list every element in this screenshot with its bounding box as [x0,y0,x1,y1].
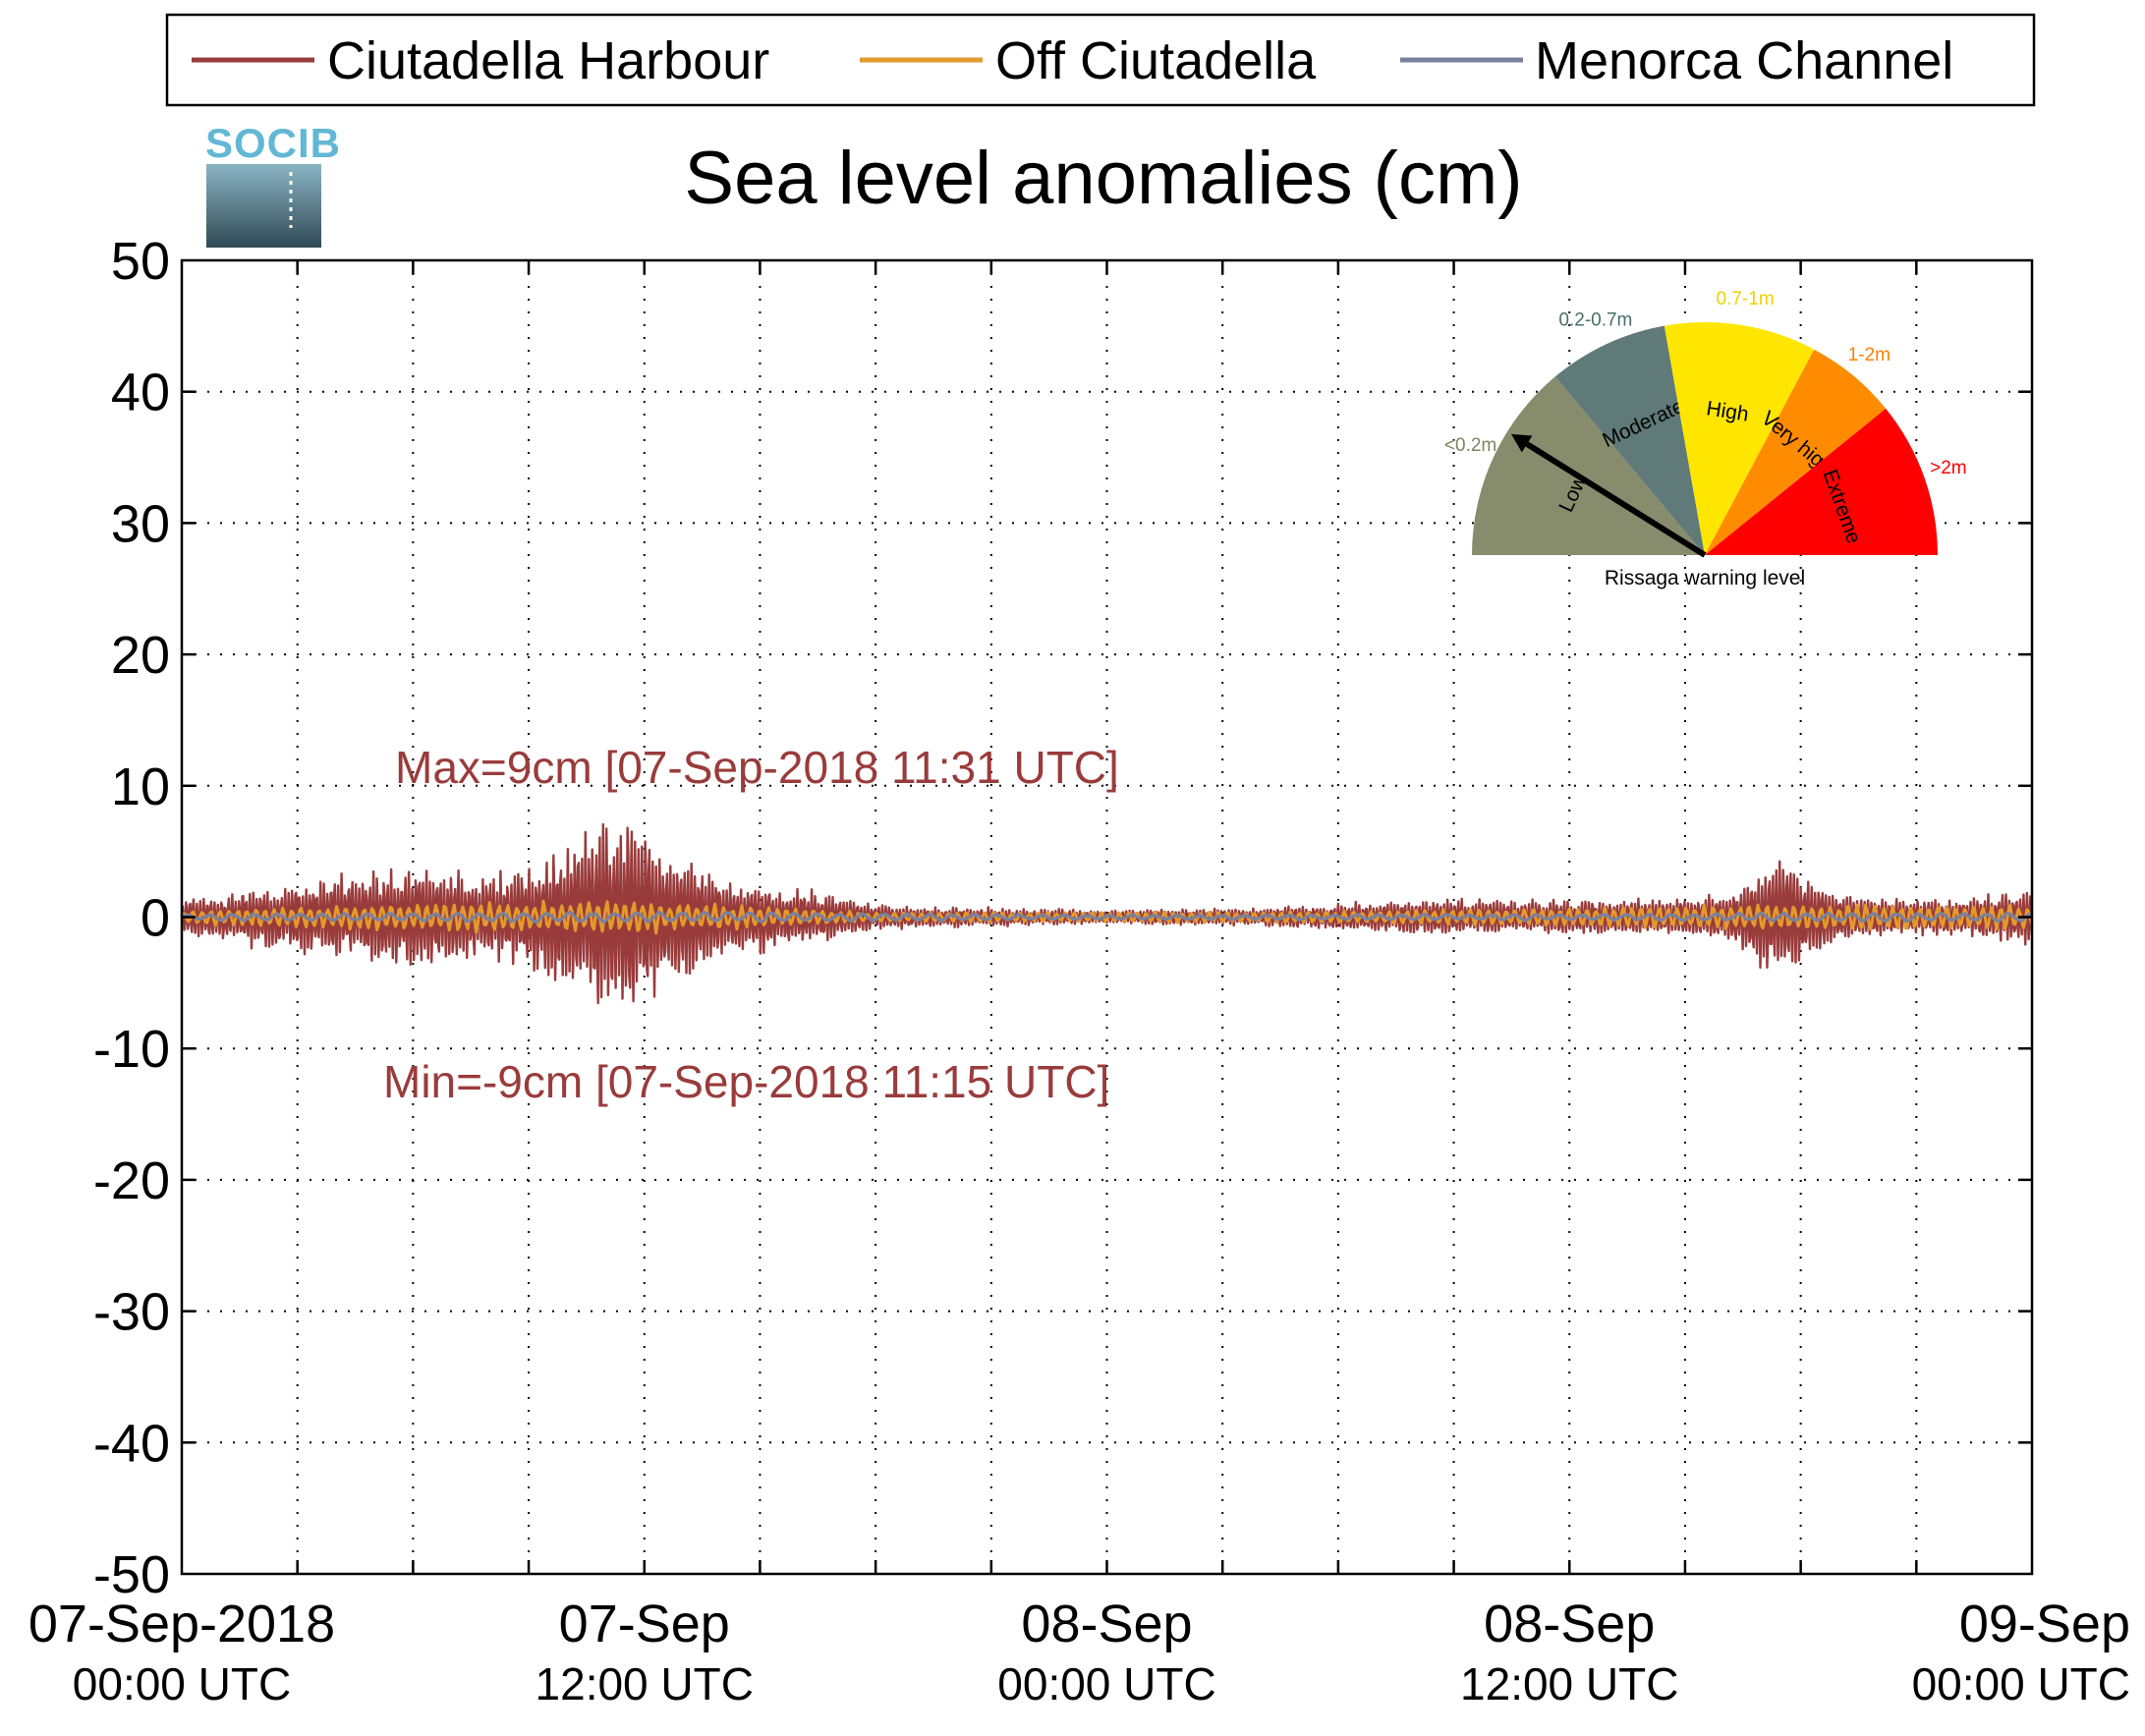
y-tick-label: 50 [111,232,170,291]
y-tick-label: 0 [141,889,170,948]
y-tick-labels: 50 40 30 20 10 0 -10 -20 -30 -40 -50 [93,232,170,1604]
x-tick-sublabel: 12:00 UTC [1460,1658,1678,1709]
min-annotation: Min=-9cm [07-Sep-2018 11:15 UTC] [383,1056,1109,1107]
legend-label-ciutadella-harbour: Ciutadella Harbour [327,31,769,90]
y-tick-label: 20 [111,626,170,685]
ticks [182,260,2032,1574]
x-tick-label: 08-Sep [1484,1595,1655,1653]
y-tick-label: -30 [93,1283,170,1342]
max-annotation: Max=9cm [07-Sep-2018 11:31 UTC] [395,742,1119,793]
x-tick-label: 08-Sep [1021,1595,1192,1653]
y-tick-label: -10 [93,1020,170,1079]
x-tick-sublabel: 12:00 UTC [536,1658,754,1709]
chart-title: Sea level anomalies (cm) [684,137,1522,220]
legend-label-off-ciutadella: Off Ciutadella [995,31,1317,90]
series-line-off-ciutadella [180,899,2034,935]
x-tick-sublabel: 00:00 UTC [73,1658,291,1709]
gauge-range-label: 0.2-0.7m [1558,310,1632,331]
y-tick-label: -40 [93,1414,170,1473]
series-layer [180,822,2034,1005]
legend-item-ciutadella-harbour: Ciutadella Harbour [192,31,769,90]
socib-logo-block [206,164,321,248]
y-tick-label: 40 [111,364,170,422]
y-tick-label: 10 [111,757,170,816]
x-tick-sublabel: 00:00 UTC [997,1658,1215,1709]
socib-logo: SOCIB [205,120,341,248]
socib-logo-text: SOCIB [205,120,341,166]
legend-item-off-ciutadella: Off Ciutadella [860,31,1317,90]
gauge-segment-very-high [1705,349,1887,555]
y-tick-label: 30 [111,494,170,553]
y-tick-label: -50 [93,1545,170,1604]
gauge-needle [1525,441,1707,558]
legend-item-menorca-channel: Menorca Channel [1400,31,1953,90]
x-tick-label: 07-Sep-2018 [28,1595,335,1653]
gauge-segment-extreme [1705,408,1938,555]
gauge-range-label: >2m [1930,458,1967,478]
gauge-title: Rissaga warning level [1605,567,1805,589]
y-tick-label: -20 [93,1151,170,1210]
gauge-range-label: 1-2m [1848,345,1891,365]
series-line-ciutadella-harbour [180,822,2034,1005]
gauge-needle-head [1511,433,1533,453]
legend-box [165,13,2036,107]
x-tick-label: 09-Sep [1959,1595,2130,1653]
x-tick-label: 07-Sep [559,1595,730,1653]
legend: Ciutadella Harbour Off Ciutadella Menorc… [165,13,2036,107]
legend-label-menorca-channel: Menorca Channel [1535,31,1953,90]
series-line-menorca-channel [181,910,2033,924]
gauge-range-label: 0.7-1m [1717,289,1775,309]
gauge-segment-moderate [1554,325,1705,555]
gauge-range-label: <0.2m [1444,435,1496,456]
gauge-segment-low [1472,376,1705,555]
gauge-segment-high [1664,321,1815,555]
x-tick-sublabel: 00:00 UTC [1912,1658,2130,1709]
